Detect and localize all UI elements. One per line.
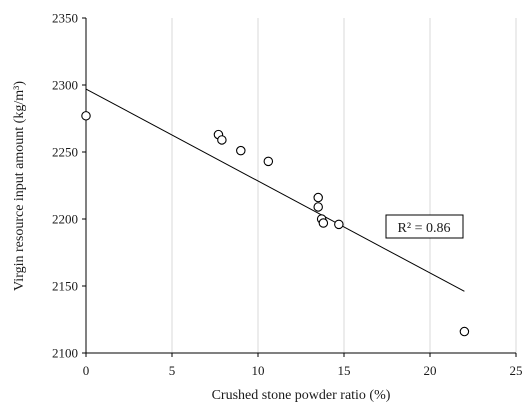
data-point <box>318 218 329 228</box>
r-squared-annotation: R² = 0.86 <box>385 214 464 239</box>
data-point <box>334 219 344 230</box>
y-axis-title: Virgin resource input amount (kg/m³) <box>12 81 27 291</box>
data-point <box>313 192 323 203</box>
y-tick-label: 2250 <box>52 145 78 160</box>
y-tick-label: 2200 <box>52 212 78 227</box>
y-tick-label: 2100 <box>52 346 78 361</box>
trendline <box>85 88 465 292</box>
x-tick-label: 5 <box>169 363 176 378</box>
y-tick-label: 2300 <box>52 78 78 93</box>
data-point <box>313 202 323 212</box>
annotation-text: R² = 0.86 <box>398 221 451 236</box>
data-point <box>217 135 227 145</box>
data-point <box>81 111 91 121</box>
x-tick-label: 15 <box>338 363 351 378</box>
grid-lines <box>171 18 517 353</box>
data-points <box>81 111 470 337</box>
x-axis-title: Crushed stone powder ratio (%) <box>212 388 391 403</box>
trendline-group <box>85 88 465 292</box>
data-point <box>459 326 470 337</box>
annotation-box <box>385 214 464 239</box>
plot-background <box>86 18 516 353</box>
x-tick-label: 25 <box>510 363 523 378</box>
x-tick-label: 20 <box>424 363 437 378</box>
y-tick-label: 2150 <box>52 279 78 294</box>
y-tick-labels: 2100 2150 2200 2250 2300 2350 <box>52 11 78 361</box>
axes <box>82 17 517 357</box>
x-tick-label: 0 <box>83 363 90 378</box>
data-point <box>263 156 274 167</box>
x-tick-labels: 0 5 10 15 20 25 <box>83 363 523 378</box>
data-point <box>236 145 246 156</box>
x-tick-label: 10 <box>252 363 265 378</box>
y-tick-label: 2350 <box>52 11 78 26</box>
